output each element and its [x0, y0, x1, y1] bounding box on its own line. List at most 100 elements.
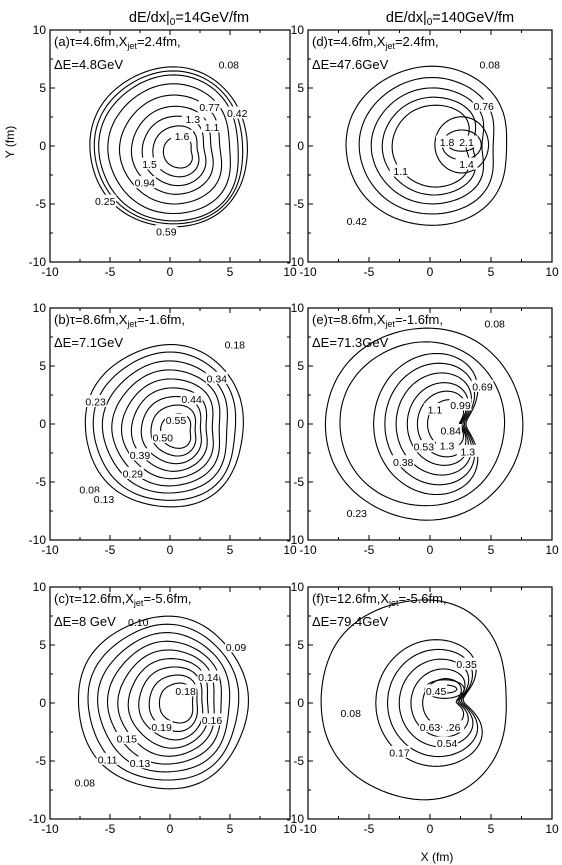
contour-label: 0.63 — [420, 722, 441, 734]
contour-line — [98, 74, 239, 222]
contour-label-bg — [93, 492, 115, 505]
contour-line — [384, 362, 476, 486]
y-tick-label: -10 — [29, 533, 47, 547]
contour-label-bg — [478, 57, 501, 70]
contour-line — [120, 378, 214, 480]
contour-lines-c — [77, 615, 249, 790]
y-tick-label: 5 — [297, 638, 304, 652]
contour-label: 0.19 — [151, 722, 172, 734]
contour-line — [395, 372, 473, 476]
contour-label-bg — [442, 720, 465, 733]
contour-label-bg — [78, 483, 101, 496]
contour-line — [391, 104, 470, 188]
contour-label: 0.39 — [130, 450, 151, 462]
contour-label: 0.23 — [347, 508, 368, 520]
y-tick-label: -5 — [293, 754, 304, 768]
panels: -10 -5 0 5 10-10-50510(a)τ=4.6fm,Xjet=2.4fm,… — [29, 23, 559, 836]
contour-label-bg — [201, 713, 223, 726]
panel-annotation-line2: ΔE=4.8GeV — [54, 57, 123, 72]
contour-label: 0.38 — [393, 457, 414, 469]
contour-label-bg — [388, 745, 411, 758]
contour-line — [92, 351, 237, 501]
contour-line — [339, 341, 506, 507]
contour-label: 0.76 — [473, 101, 494, 113]
y-tick-label: 0 — [39, 417, 46, 431]
contour-label-bg — [455, 135, 478, 148]
contour-label-bg — [96, 752, 119, 765]
x-tick-label: 10 — [545, 265, 559, 279]
contour-line — [127, 658, 209, 749]
contour-label-bg — [419, 720, 441, 733]
panel-e: -10 -5 0 5 10 -10 -5 0 5 10 (e)τ=8.6fm,Xjet=-1.6fm… — [287, 301, 559, 557]
y-tick-label: 10 — [291, 301, 305, 315]
contour-label-bg — [174, 684, 197, 697]
y-axis-label: Y (fm) — [3, 126, 17, 158]
contour-label-bg — [392, 455, 415, 468]
contour-line — [89, 66, 248, 228]
contour-label-bg — [133, 176, 156, 189]
contour-label-bg — [472, 99, 495, 112]
panel-annotation-line1: (b)τ=8.6fm,Xjet=-1.6fm, — [54, 312, 185, 329]
contour-lines-b — [84, 344, 244, 508]
x-tick-label: -5 — [364, 822, 375, 836]
contour-label-bg — [345, 506, 368, 519]
column-header-left: dE/dx|0=14GeV/fm — [129, 10, 249, 28]
contour-line — [117, 649, 215, 757]
contour-label: 1.1 — [428, 405, 443, 417]
y-tick-label: 10 — [33, 301, 47, 315]
contour-label-bg — [483, 317, 506, 330]
contour-label: 0.08 — [340, 708, 361, 720]
contour-label: 0.42 — [227, 108, 248, 120]
contour-label: 0.14 — [198, 672, 219, 684]
y-tick-label: 10 — [291, 580, 305, 594]
y-tick-label: -10 — [287, 533, 305, 547]
contour-label: 0.55 — [166, 415, 187, 427]
x-tick-label: -10 — [299, 822, 317, 836]
contour-line — [87, 623, 240, 781]
contour-label: 0.08 — [480, 59, 501, 71]
x-tick-label: 0 — [427, 265, 434, 279]
y-tick-label: 0 — [297, 417, 304, 431]
panel-b: -10 -5 0 5 10 -10 -5 0 5 10 (b)τ=8.6fm,Xjet=-1.6fm… — [29, 301, 297, 557]
contour-lines-d — [345, 65, 508, 226]
contour-label-bg — [205, 371, 228, 384]
y-tick-label: 5 — [39, 638, 46, 652]
contour-label-bg — [165, 413, 187, 426]
contour-label: 0.45 — [426, 686, 447, 698]
panel-annotation-line2: ΔE=8 GeV — [54, 614, 116, 629]
contour-label-bg — [115, 731, 138, 744]
contour-label: 0.13 — [94, 494, 115, 506]
x-axis-label: X (fm) — [421, 850, 454, 864]
y-tick-label: -5 — [35, 754, 46, 768]
contour-label: 1.6 — [175, 131, 190, 143]
contour-label: 1.3 — [440, 441, 455, 453]
contour-label-bg — [129, 756, 151, 769]
x-tick-label: -5 — [364, 265, 375, 279]
y-tick-label: 5 — [297, 81, 304, 95]
x-tick-label: 5 — [488, 543, 495, 557]
contour-label-bg — [129, 448, 151, 461]
x-tick-label: 5 — [488, 265, 495, 279]
contour-label: 0.08 — [219, 59, 240, 71]
contour-label-bg — [151, 430, 174, 443]
x-tick-label: 5 — [227, 543, 234, 557]
x-tick-label: -10 — [299, 543, 317, 557]
contour-label: 0.99 — [450, 400, 471, 412]
panel-a: -10 -5 0 5 10 -10 -5 0 5 10 (a)τ=4.6fm,Xjet=2.4fm,… — [29, 23, 297, 279]
x-tick-label: 5 — [227, 822, 234, 836]
y-tick-label: 10 — [291, 23, 305, 37]
contour-line — [77, 615, 249, 790]
y-tick-label: -10 — [287, 812, 305, 826]
contour-label: 0.53 — [414, 442, 435, 454]
x-tick-label: 10 — [283, 822, 297, 836]
contour-label-bg — [439, 423, 462, 436]
contour-label: 0.29 — [123, 468, 144, 480]
panel-annotation-line1: (e)τ=8.6fm,Xjet=-1.6fm, — [312, 312, 443, 329]
contour-label-bg — [456, 444, 479, 457]
y-tick-label: -5 — [35, 197, 46, 211]
x-tick-label: -5 — [364, 543, 375, 557]
contour-label-bg — [73, 776, 96, 789]
contour-label-bg — [226, 106, 249, 119]
contour-line — [373, 352, 479, 496]
